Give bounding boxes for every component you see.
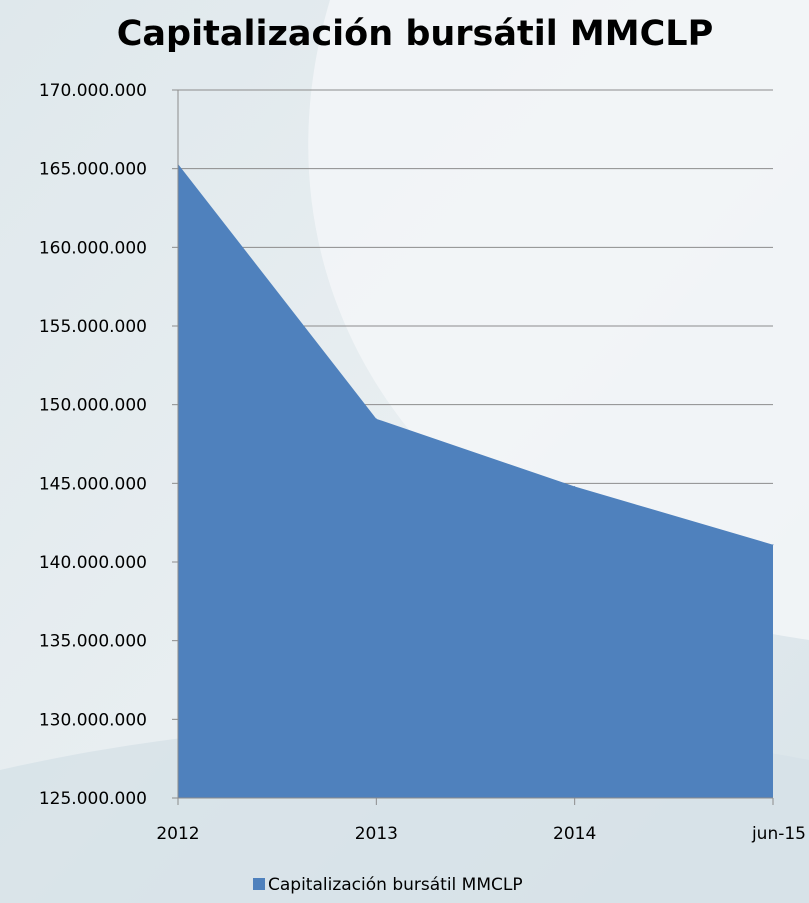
x-tick-label: 2014: [553, 824, 596, 844]
y-tick-label: 170.000.000: [39, 81, 147, 101]
legend-label: Capitalización bursátil MMCLP: [268, 875, 523, 895]
x-axis-tick-labels: 2012 2013 2014 jun-15: [156, 824, 806, 844]
y-tick-label: 125.000.000: [39, 789, 147, 809]
legend-swatch: [253, 878, 265, 890]
data-point: [574, 485, 576, 487]
x-tick-label: 2013: [355, 824, 398, 844]
y-axis-tick-labels: 125.000.000 130.000.000 135.000.000 140.000…: [39, 81, 147, 809]
y-tick-label: 155.000.000: [39, 317, 147, 337]
y-tick-label: 160.000.000: [39, 238, 147, 258]
chart-title: Capitalización bursátil MMCLP: [117, 14, 713, 54]
data-point: [375, 418, 377, 420]
y-tick-label: 130.000.000: [39, 710, 147, 730]
y-tick-label: 165.000.000: [39, 160, 147, 180]
legend: Capitalización bursátil MMCLP: [253, 875, 523, 895]
x-tick-label: jun-15: [751, 824, 806, 844]
x-tick-label: 2012: [156, 824, 199, 844]
y-tick-label: 135.000.000: [39, 632, 147, 652]
series-area-layer: [177, 163, 774, 799]
data-point: [772, 544, 774, 546]
y-tick-label: 145.000.000: [39, 474, 147, 494]
y-tick-label: 140.000.000: [39, 553, 147, 573]
series-area: [178, 163, 773, 799]
axes: [177, 90, 774, 805]
y-tick-label: 150.000.000: [39, 396, 147, 416]
